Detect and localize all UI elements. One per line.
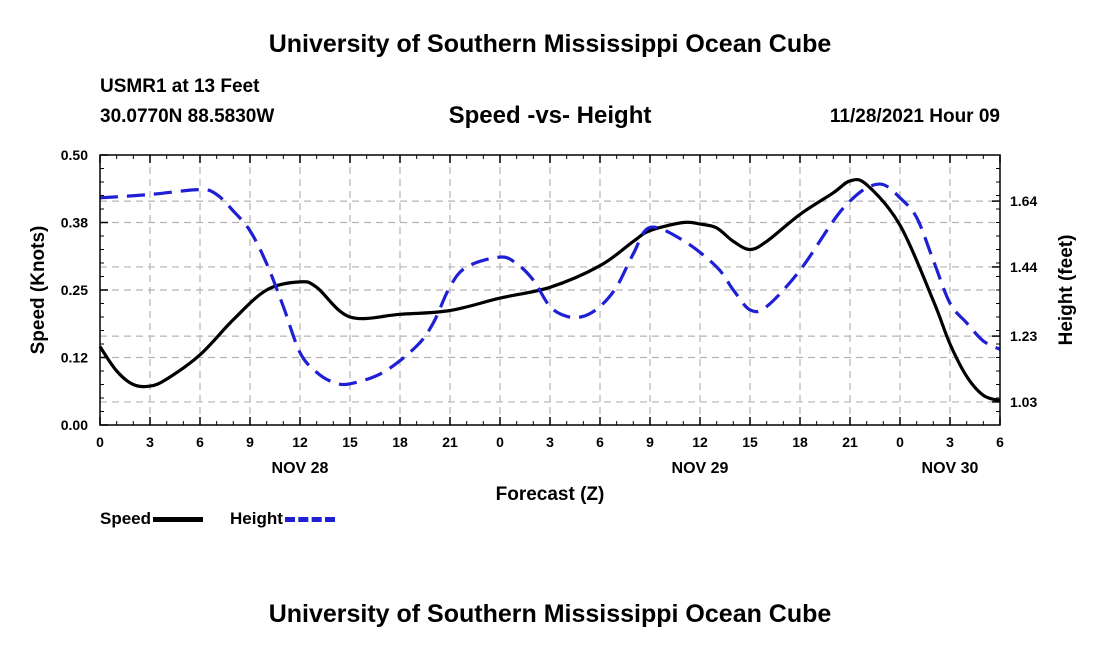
x-tick-label: 12 — [692, 434, 708, 450]
x-tick-label: 6 — [996, 434, 1004, 450]
y-tick-label: 0.38 — [61, 215, 88, 231]
x-tick-label: 6 — [596, 434, 604, 450]
day-label: NOV 28 — [272, 460, 329, 477]
x-tick-label: 3 — [546, 434, 554, 450]
x-tick-label: 3 — [946, 434, 954, 450]
y-axis-title: Speed (Knots) — [28, 226, 49, 355]
x-tick-label: 9 — [646, 434, 654, 450]
x-tick-label: 15 — [342, 434, 358, 450]
x-tick-label: 0 — [96, 434, 104, 450]
ticks-layer: 0 3 6 9 12 15 18 21 0 3 6 9 12 15 18 21 0 3 6 NOV 28 NOV 29 N… — [61, 147, 1038, 477]
legend-height: Height — [230, 509, 335, 529]
x-tick-label: 18 — [792, 434, 808, 450]
x-tick-label: 0 — [496, 434, 504, 450]
y-tick-label: 0.00 — [61, 417, 88, 433]
y-tick-label: 0.25 — [61, 282, 88, 298]
x-axis-title: Forecast (Z) — [496, 484, 605, 505]
grid-layer — [100, 155, 1000, 425]
legend-speed: Speed — [100, 509, 204, 529]
y-tick-label: 0.12 — [61, 350, 88, 366]
date-stamp: 11/28/2021 Hour 09 — [829, 106, 1000, 127]
legend-height-label: Height — [230, 509, 283, 528]
y-tick-label: 0.50 — [61, 147, 88, 163]
y2-tick-label: 1.03 — [1010, 394, 1037, 410]
x-tick-label: 6 — [196, 434, 204, 450]
main-title: University of Southern Mississippi Ocean… — [268, 30, 832, 58]
x-tick-label: 15 — [742, 434, 758, 450]
height-series-line — [99, 182, 1001, 387]
footer-title: University of Southern Mississippi Ocean… — [268, 600, 832, 628]
x-tick-label: 21 — [442, 434, 458, 450]
station-label: USMR1 at 13 Feet — [100, 76, 260, 97]
series-layer — [98, 177, 1001, 403]
y2-tick-label: 1.44 — [1010, 259, 1037, 275]
y2-axis-title: Height (feet) — [1056, 235, 1077, 346]
day-label: NOV 30 — [922, 460, 979, 477]
x-tick-label: 21 — [842, 434, 858, 450]
legend-speed-swatch — [153, 517, 204, 523]
legend-height-swatch — [284, 517, 335, 523]
day-label: NOV 29 — [672, 460, 729, 477]
chart-subtitle: Speed -vs- Height — [448, 102, 652, 129]
y2-tick-label: 1.64 — [1010, 193, 1037, 209]
x-tick-label: 9 — [246, 434, 254, 450]
coordinates-label: 30.0770N 88.5830W — [100, 106, 275, 127]
x-tick-label: 12 — [292, 434, 308, 450]
x-tick-label: 3 — [146, 434, 154, 450]
y2-tick-label: 1.23 — [1010, 328, 1037, 344]
x-tick-label: 0 — [896, 434, 904, 450]
legend-speed-label: Speed — [100, 509, 152, 528]
x-tick-label: 18 — [392, 434, 408, 450]
